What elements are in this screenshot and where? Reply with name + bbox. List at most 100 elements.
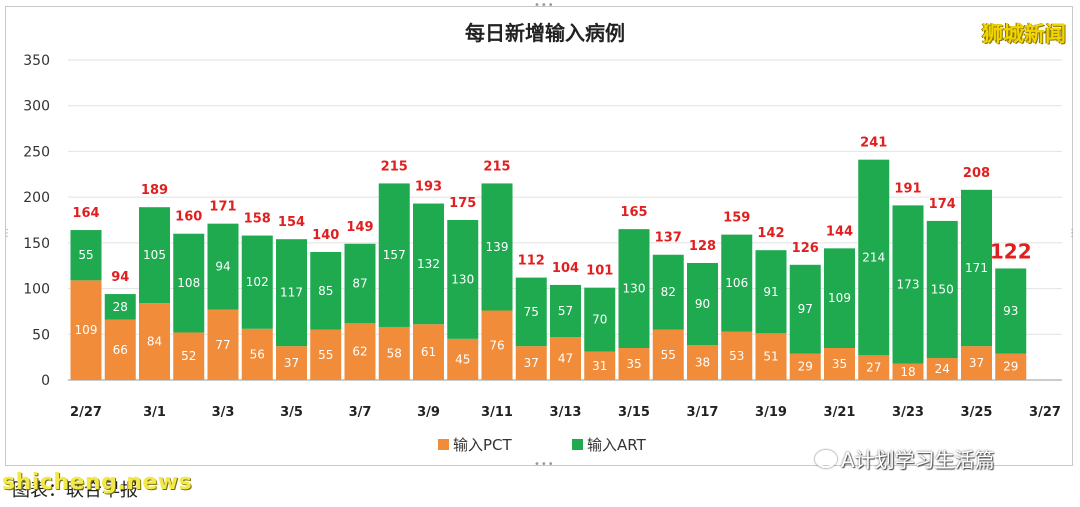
- data-label-pct: 56: [250, 347, 265, 361]
- bar-pct: [926, 358, 958, 380]
- data-label-art: 173: [897, 277, 920, 291]
- legend: 输入PCT 输入ART: [438, 436, 647, 454]
- data-label-total: 112: [518, 254, 545, 269]
- data-label-art: 102: [246, 275, 269, 289]
- resize-handle-top[interactable]: •••: [534, 0, 555, 11]
- bar-pct: [310, 329, 342, 380]
- bar-art: [481, 183, 513, 311]
- x-tick-label: 3/1: [143, 405, 166, 420]
- bar-pct: [173, 332, 205, 380]
- data-label-total: 94: [111, 270, 129, 285]
- y-tick-label: 0: [41, 373, 50, 389]
- data-label-total: 142: [757, 226, 784, 241]
- resize-handle-left[interactable]: ⋮: [2, 228, 13, 239]
- bar-pct: [550, 337, 581, 380]
- data-label-art: 93: [1003, 304, 1018, 318]
- data-label-total: 122: [990, 239, 1032, 263]
- data-label-art: 150: [931, 282, 954, 296]
- y-tick-label: 150: [23, 236, 50, 252]
- x-tick-label: 3/3: [212, 405, 235, 420]
- data-label-art: 105: [143, 248, 166, 262]
- data-label-total: 140: [312, 228, 339, 243]
- data-label-pct: 38: [695, 356, 710, 370]
- data-label-art: 90: [695, 297, 710, 311]
- bar-art: [515, 277, 547, 347]
- bar-pct: [824, 348, 855, 380]
- bar-art: [344, 243, 376, 324]
- bar-art: [858, 159, 890, 356]
- bar-pct: [241, 328, 273, 380]
- data-label-art: 106: [725, 276, 748, 290]
- data-label-pct: 58: [387, 346, 402, 360]
- y-tick-label: 50: [32, 327, 50, 343]
- data-label-art: 87: [352, 277, 367, 291]
- data-label-art: 91: [763, 285, 778, 299]
- x-tick-label: 3/11: [481, 405, 513, 420]
- data-label-art: 97: [798, 302, 813, 316]
- bar-art: [139, 207, 170, 304]
- data-label-total: 171: [209, 200, 236, 215]
- data-label-art: 82: [661, 285, 676, 299]
- data-label-total: 208: [963, 166, 990, 181]
- bar-art: [789, 264, 821, 354]
- data-label-total: 137: [655, 231, 682, 246]
- x-tick-label: 3/17: [687, 405, 719, 420]
- wechat-account: A计划学习生活篇: [815, 444, 995, 473]
- bar-art: [652, 254, 684, 330]
- bar-pct: [104, 319, 136, 380]
- data-label-pct: 77: [215, 338, 230, 352]
- data-label-pct: 47: [558, 352, 573, 366]
- bars: [70, 159, 1027, 380]
- data-label-pct: 29: [798, 360, 813, 374]
- resize-handle-right[interactable]: ⋮: [1067, 228, 1078, 239]
- watermark-logo: 狮城新闻: [982, 22, 1066, 46]
- bar-pct: [276, 346, 307, 380]
- data-label-art: 130: [623, 282, 646, 296]
- bar-art: [310, 252, 342, 330]
- data-label-art: 132: [417, 257, 440, 271]
- y-tick-label: 350: [23, 53, 50, 69]
- bar-art: [755, 250, 787, 334]
- x-tick-label: 3/25: [961, 405, 993, 420]
- x-tick-label: 2/27: [70, 405, 102, 420]
- data-label-total: 159: [723, 211, 750, 226]
- bar-pct: [70, 280, 102, 380]
- wechat-icon: [815, 449, 837, 468]
- bar-art: [584, 287, 616, 352]
- data-label-total: 154: [278, 215, 305, 230]
- data-label-pct: 62: [352, 345, 367, 359]
- data-label-art: 57: [558, 304, 573, 318]
- data-label-total: 164: [72, 206, 99, 221]
- resize-handle-bottom[interactable]: •••: [534, 459, 555, 470]
- chart-source: 图表：联合早报: [12, 480, 138, 501]
- data-label-pct: 61: [421, 345, 436, 359]
- site-watermark: shicheng.news: [2, 470, 193, 495]
- bar-art: [70, 230, 102, 281]
- bar-art: [961, 189, 992, 347]
- data-label-total: 165: [620, 205, 647, 220]
- legend-label-pct: 输入PCT: [453, 436, 513, 454]
- data-label-art: 171: [965, 261, 988, 275]
- data-label-total: 149: [346, 220, 373, 235]
- bar-art: [447, 220, 479, 339]
- bar-pct: [721, 331, 753, 380]
- data-label-total: 101: [586, 264, 613, 279]
- data-label-pct: 52: [181, 349, 196, 363]
- data-label-pct: 35: [832, 357, 847, 371]
- bar-art: [241, 235, 273, 329]
- chart-title: 每日新增输入病例: [465, 21, 625, 45]
- x-tick-label: 3/15: [618, 405, 650, 420]
- bar-art: [618, 229, 650, 348]
- x-tick-label: 3/5: [280, 405, 303, 420]
- data-label-art: 130: [451, 272, 474, 286]
- bar-pct: [618, 348, 650, 380]
- bar-pct: [378, 326, 410, 380]
- data-label-total: 189: [141, 183, 168, 198]
- bar-art: [550, 284, 581, 338]
- data-label-total: 191: [894, 181, 921, 196]
- data-label-art: 157: [383, 248, 406, 262]
- data-label-art: 55: [78, 248, 93, 262]
- wechat-account-name: A计划学习生活篇: [841, 448, 995, 472]
- data-label-total: 241: [860, 136, 887, 151]
